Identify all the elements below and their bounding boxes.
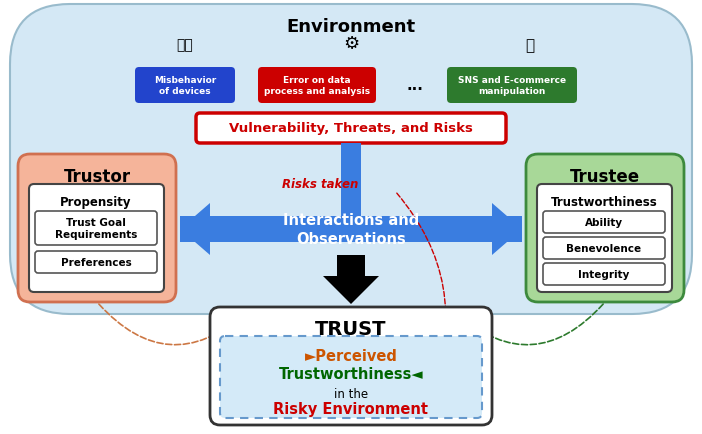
Text: Interactions and
Observations: Interactions and Observations	[283, 212, 419, 247]
Polygon shape	[341, 144, 361, 217]
Text: Error on data
process and analysis: Error on data process and analysis	[264, 76, 370, 96]
Text: Vulnerability, Threats, and Risks: Vulnerability, Threats, and Risks	[229, 122, 473, 135]
Polygon shape	[492, 204, 522, 256]
FancyBboxPatch shape	[543, 263, 665, 285]
FancyBboxPatch shape	[526, 155, 684, 302]
FancyBboxPatch shape	[196, 114, 506, 144]
FancyBboxPatch shape	[135, 68, 235, 104]
FancyBboxPatch shape	[29, 184, 164, 293]
Text: Risks taken: Risks taken	[282, 178, 358, 191]
Text: ⚙: ⚙	[343, 35, 359, 53]
Text: Ability: Ability	[585, 217, 623, 227]
Polygon shape	[180, 204, 210, 256]
Text: Preferences: Preferences	[60, 257, 131, 267]
Text: Propensity: Propensity	[60, 196, 132, 208]
Text: Benevolence: Benevolence	[567, 243, 642, 253]
Text: Trustor: Trustor	[63, 168, 131, 186]
FancyBboxPatch shape	[543, 211, 665, 233]
FancyBboxPatch shape	[210, 307, 492, 425]
Text: Environment: Environment	[286, 18, 416, 36]
FancyBboxPatch shape	[258, 68, 376, 104]
Text: TRUST: TRUST	[315, 319, 387, 338]
FancyBboxPatch shape	[35, 211, 157, 246]
FancyBboxPatch shape	[543, 237, 665, 260]
FancyBboxPatch shape	[537, 184, 672, 293]
Text: 🖥: 🖥	[525, 38, 534, 53]
Polygon shape	[180, 217, 522, 243]
Text: ►Perceived: ►Perceived	[305, 348, 397, 363]
FancyBboxPatch shape	[10, 5, 692, 314]
Text: ...: ...	[406, 78, 423, 93]
Polygon shape	[337, 256, 365, 283]
FancyBboxPatch shape	[447, 68, 577, 104]
Text: Trustworthiness: Trustworthiness	[550, 196, 657, 208]
Text: SNS and E-commerce
manipulation: SNS and E-commerce manipulation	[458, 76, 566, 96]
Text: Trust Goal
Requirements: Trust Goal Requirements	[55, 217, 137, 240]
Text: Trustee: Trustee	[570, 168, 640, 186]
Polygon shape	[323, 276, 379, 304]
FancyBboxPatch shape	[18, 155, 176, 302]
Text: Integrity: Integrity	[578, 270, 630, 279]
Text: 🚗📱: 🚗📱	[177, 38, 193, 52]
Text: Trustworthiness◄: Trustworthiness◄	[279, 366, 423, 381]
Text: in the: in the	[334, 387, 368, 400]
Text: Risky Environment: Risky Environment	[274, 401, 428, 416]
Text: Misbehavior
of devices: Misbehavior of devices	[154, 76, 216, 96]
FancyBboxPatch shape	[220, 336, 482, 418]
FancyBboxPatch shape	[35, 251, 157, 273]
